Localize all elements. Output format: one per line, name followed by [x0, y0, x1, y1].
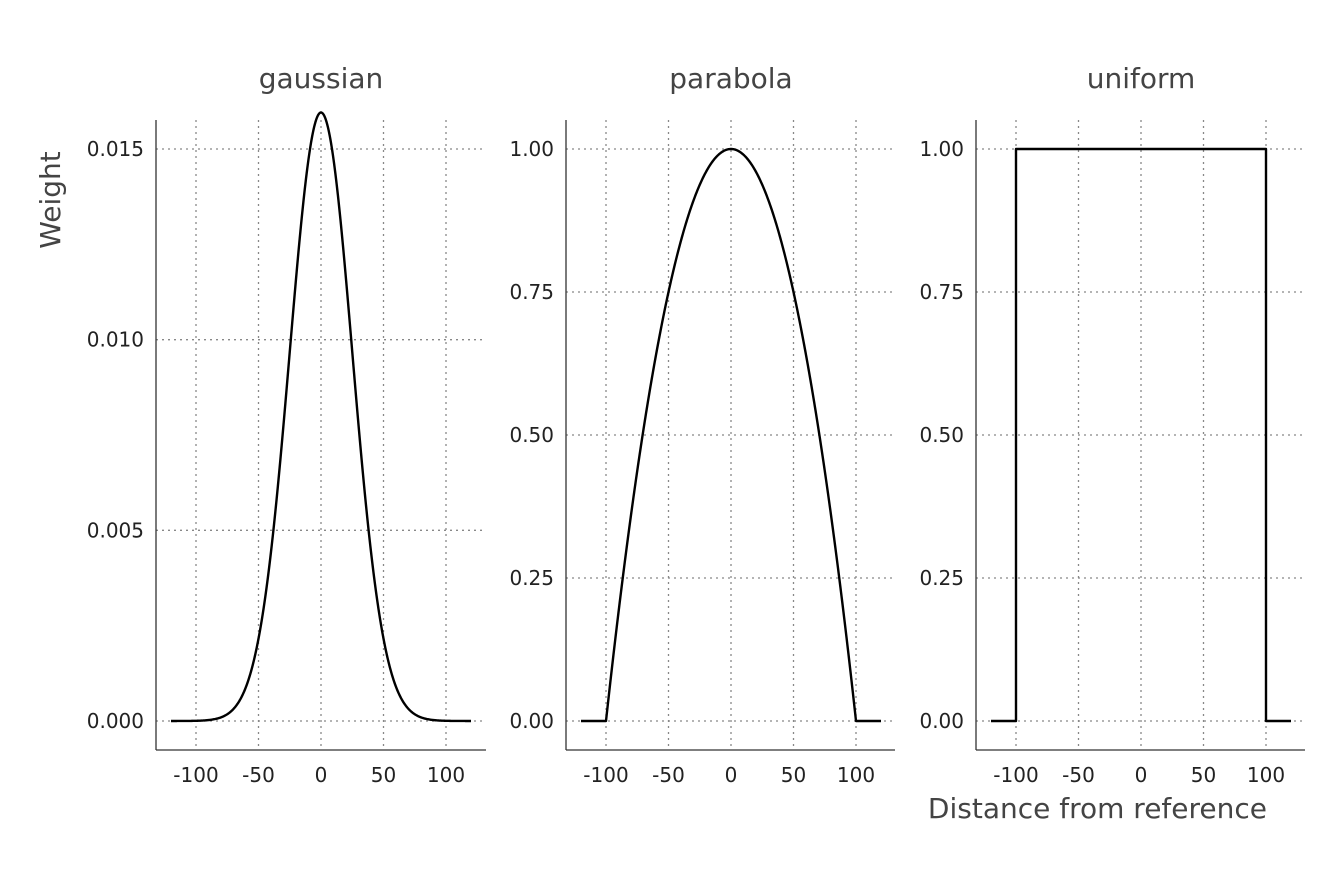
y-tick-label: 0.75: [919, 280, 964, 304]
x-tick-label: 100: [1247, 763, 1285, 787]
x-tick-label: -50: [1062, 763, 1095, 787]
x-tick-label: -100: [993, 763, 1038, 787]
panel-gaussian: gaussian 0.000 0.005 0.010 0.015 -100 -50 0 50 10…: [87, 62, 486, 787]
y-tick-label: 1.00: [509, 137, 554, 161]
x-tick-label: 0: [725, 763, 738, 787]
y-tick-label: 0.25: [509, 566, 554, 590]
facet-title-gaussian: gaussian: [259, 62, 384, 95]
y-tick-label: 0.50: [509, 423, 554, 447]
x-tick-label: 50: [371, 763, 396, 787]
x-tick-label: -50: [242, 763, 275, 787]
y-tick-label: 0.25: [919, 566, 964, 590]
x-tick-label: -50: [652, 763, 685, 787]
y-tick-label: 0.50: [919, 423, 964, 447]
x-tick-label: 0: [1135, 763, 1148, 787]
y-tick-label: 0.00: [919, 709, 964, 733]
panel-parabola: parabola 0.00 0.25 0.50 0.75 1.00 -100 -50 0 50 10…: [509, 62, 895, 787]
x-tick-label: -100: [173, 763, 218, 787]
x-tick-label: 100: [427, 763, 465, 787]
y-tick-label: 0.015: [87, 137, 144, 161]
x-tick-label: 50: [781, 763, 806, 787]
x-axis-title: Distance from reference: [928, 792, 1267, 825]
x-tick-label: 100: [837, 763, 875, 787]
facet-title-parabola: parabola: [669, 62, 792, 95]
x-tick-label: -100: [583, 763, 628, 787]
y-tick-label: 0.000: [87, 709, 144, 733]
kernel-curve-gaussian: [171, 112, 471, 721]
panel-uniform: uniform 0.00 0.25 0.50 0.75 1.00 -100 -50 0 50 100: [919, 62, 1305, 787]
y-tick-label: 0.00: [509, 709, 554, 733]
facet-title-uniform: uniform: [1087, 62, 1196, 95]
y-tick-label: 1.00: [919, 137, 964, 161]
y-tick-label: 0.010: [87, 328, 144, 352]
x-tick-label: 50: [1191, 763, 1216, 787]
y-tick-label: 0.005: [87, 518, 144, 542]
y-axis-title: Weight: [34, 151, 67, 249]
x-tick-label: 0: [315, 763, 328, 787]
y-tick-label: 0.75: [509, 280, 554, 304]
